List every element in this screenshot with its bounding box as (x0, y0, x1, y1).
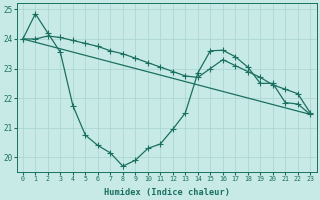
X-axis label: Humidex (Indice chaleur): Humidex (Indice chaleur) (104, 188, 229, 197)
